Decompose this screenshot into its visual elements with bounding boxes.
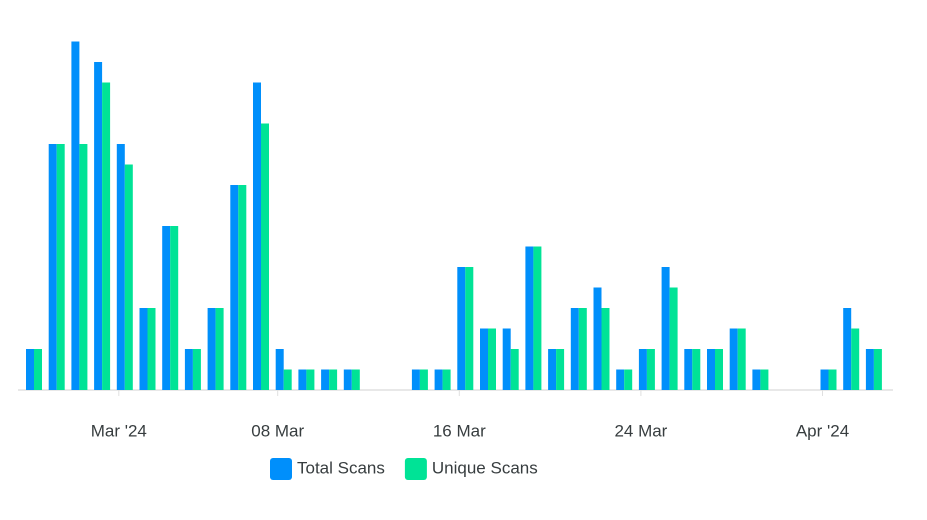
- bar: [321, 369, 330, 390]
- bar: [525, 246, 534, 390]
- bar: [351, 369, 360, 390]
- bar: [147, 308, 156, 390]
- bar: [238, 185, 247, 390]
- bar: [457, 267, 466, 390]
- bar: [556, 349, 565, 390]
- bar: [692, 349, 701, 390]
- bar: [828, 369, 837, 390]
- bar: [616, 369, 625, 390]
- bar: [139, 308, 148, 390]
- bar: [488, 328, 496, 390]
- bar: [298, 369, 307, 390]
- bar: [480, 328, 488, 390]
- bar: [26, 349, 34, 390]
- bar: [230, 185, 239, 390]
- bar: [71, 41, 80, 390]
- legend-label: Unique Scans: [432, 458, 538, 477]
- bar: [760, 369, 769, 390]
- bar: [820, 369, 829, 390]
- bar: [170, 226, 179, 390]
- bar: [729, 328, 738, 390]
- x-tick-label: Mar '24: [91, 421, 147, 440]
- x-tick-label: 08 Mar: [251, 421, 304, 440]
- legend-swatch: [270, 458, 292, 480]
- bar: [865, 349, 874, 390]
- legend-swatch: [404, 458, 427, 480]
- bar: [661, 267, 670, 390]
- bar: [419, 369, 428, 390]
- bar: [570, 308, 579, 390]
- bar: [411, 369, 420, 390]
- bar: [684, 349, 693, 390]
- bar: [94, 62, 103, 390]
- bar: [261, 123, 269, 390]
- x-tick-label: 16 Mar: [433, 421, 486, 440]
- bar: [465, 267, 474, 390]
- bar: [48, 144, 57, 390]
- bar: [184, 349, 193, 390]
- bar: [548, 349, 557, 390]
- bar: [434, 369, 443, 390]
- bar: [306, 369, 315, 390]
- bar: [442, 369, 451, 390]
- bar: [843, 308, 852, 390]
- bar: [593, 287, 602, 390]
- bar: [533, 246, 542, 390]
- bar: [851, 328, 860, 390]
- bar: [343, 369, 352, 390]
- x-tick-label: Apr '24: [796, 421, 849, 440]
- bar: [510, 349, 519, 390]
- bar: [215, 308, 224, 390]
- bar: [116, 144, 125, 390]
- bar: [207, 308, 216, 390]
- bar: [638, 349, 647, 390]
- bar: [79, 144, 88, 390]
- bar: [502, 328, 511, 390]
- bar: [192, 349, 201, 390]
- bar: [601, 308, 610, 390]
- bar: [646, 349, 655, 390]
- bar: [715, 349, 723, 390]
- bar: [102, 82, 111, 390]
- bar: [275, 349, 284, 390]
- bar: [707, 349, 715, 390]
- bar: [162, 226, 171, 390]
- bar: [737, 328, 746, 390]
- legend-label: Total Scans: [297, 458, 385, 477]
- bar: [578, 308, 587, 390]
- bar: [34, 349, 42, 390]
- bar: [329, 369, 338, 390]
- bar: [124, 164, 133, 390]
- bar: [253, 82, 261, 390]
- bar: [283, 369, 292, 390]
- bar: [669, 287, 678, 390]
- bar: [873, 349, 882, 390]
- x-tick-label: 24 Mar: [614, 421, 667, 440]
- bar: [752, 369, 761, 390]
- bar: [624, 369, 633, 390]
- bar: [56, 144, 65, 390]
